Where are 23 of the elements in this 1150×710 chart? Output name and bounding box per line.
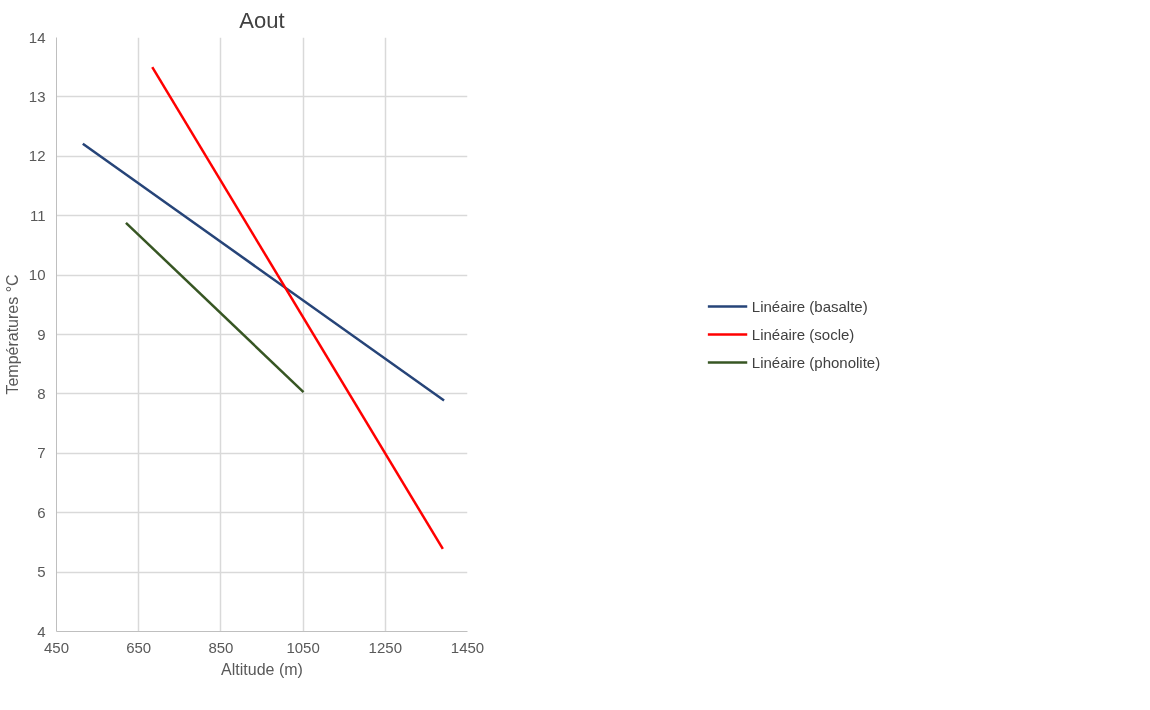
x-tick-label: 1450	[450, 638, 485, 656]
y-tick-label: 12	[28, 147, 46, 165]
y-tick-label: 10	[28, 266, 46, 284]
x-axis-title: Altitude (m)	[221, 660, 303, 678]
chart-title: Aout	[239, 7, 285, 33]
y-tick-label: 9	[37, 325, 46, 343]
x-tick-label: 850	[208, 638, 234, 656]
x-tick-label: 650	[126, 638, 152, 656]
legend-label: Linéaire (phonolite)	[751, 353, 881, 371]
y-tick-label: 6	[37, 503, 46, 521]
x-tick-label: 1050	[286, 638, 320, 656]
y-tick-label: 5	[37, 563, 46, 581]
y-axis-title: Températures °C	[3, 274, 21, 395]
x-tick-label: 1250	[368, 638, 402, 656]
y-tick-label: 4	[37, 622, 46, 640]
y-tick-label: 7	[37, 444, 46, 462]
y-tick-label: 14	[28, 28, 46, 46]
x-tick-label: 450	[43, 638, 70, 656]
legend-label: Linéaire (basalte)	[751, 297, 868, 315]
y-tick-label: 8	[37, 384, 46, 402]
y-tick-label: 13	[28, 87, 46, 105]
y-tick-label: 11	[29, 206, 46, 224]
legend-label: Linéaire (socle)	[751, 325, 855, 343]
